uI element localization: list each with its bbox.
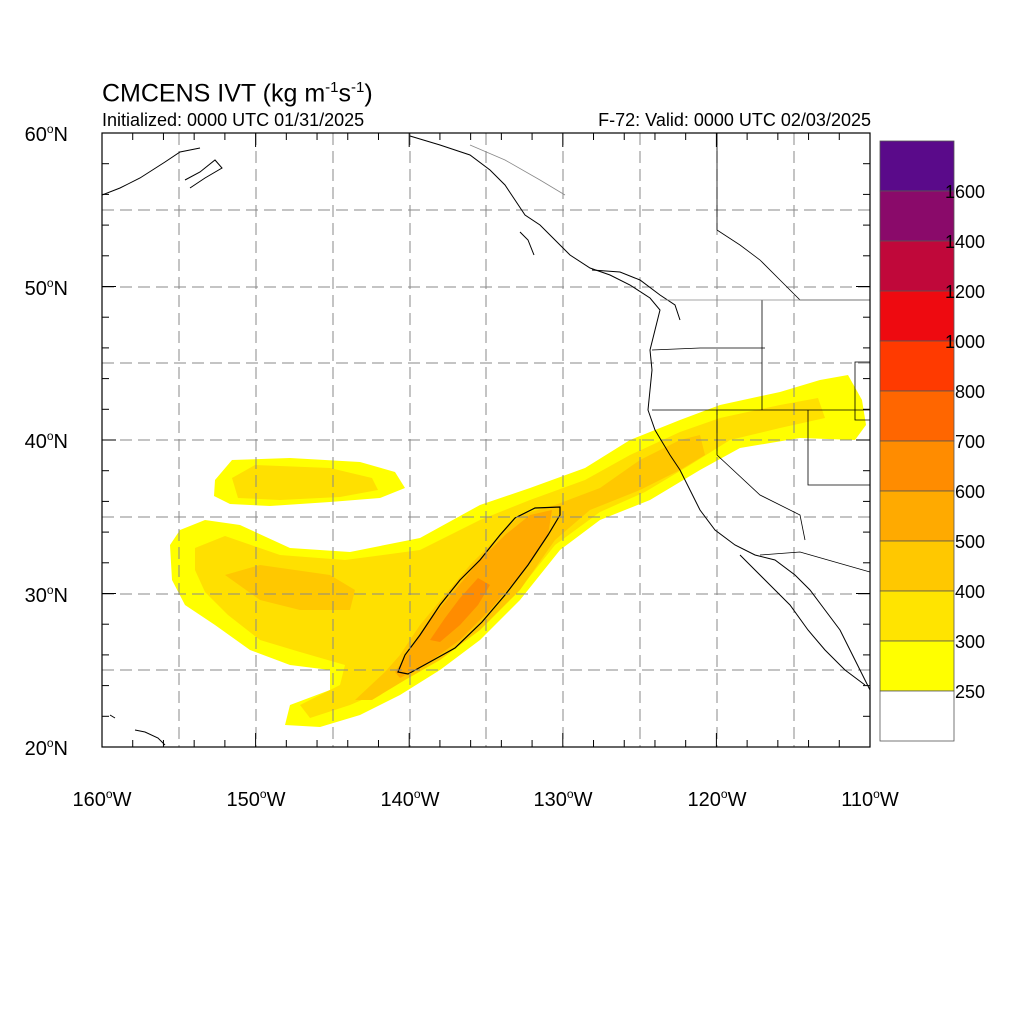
colorbar-swatch	[879, 190, 955, 242]
ivt-600-region	[430, 578, 490, 642]
lat-label-20n: 20oN	[25, 736, 68, 760]
ivt-contour-500	[397, 506, 561, 675]
lon-label-110w: 110oW	[841, 787, 899, 811]
colorbar-swatch	[879, 140, 955, 192]
colorbar-swatch	[879, 690, 955, 742]
colorbar-label: 500	[955, 532, 985, 552]
lat-label-60n: 60oN	[25, 122, 68, 146]
lat-label-50n: 50oN	[25, 276, 68, 300]
colorbar-label: 250	[955, 682, 985, 702]
colorbar-swatch	[879, 440, 955, 492]
colorbar-label: 1400	[945, 232, 985, 252]
lon-label-160w: 160oW	[73, 787, 132, 811]
axis-ticks	[101, 132, 871, 748]
colorbar-label: 700	[955, 432, 985, 452]
colorbar-label: 1200	[945, 282, 985, 302]
colorbar-swatch	[879, 390, 955, 442]
colorbar: 1600 1400 1200 1000 800 700 600 500 400 300 250	[879, 140, 985, 742]
coastlines	[102, 135, 870, 746]
colorbar-swatch	[879, 490, 955, 542]
ivt-400-region	[225, 565, 355, 610]
lon-label-140w: 140oW	[381, 787, 440, 811]
lat-labels: 60oN 50oN 40oN 30oN 20oN	[25, 122, 68, 760]
colorbar-swatch	[879, 290, 955, 342]
grid-lines	[102, 133, 870, 747]
lon-labels: 160oW 150oW 140oW 130oW 120oW 110oW	[73, 787, 899, 811]
lon-label-130w: 130oW	[534, 787, 593, 811]
colorbar-label: 400	[955, 582, 985, 602]
lat-label-40n: 40oN	[25, 429, 68, 453]
colorbar-label: 1600	[945, 182, 985, 202]
colorbar-swatch	[879, 590, 955, 642]
lon-label-150w: 150oW	[227, 787, 286, 811]
map-title: CMCENS IVT (kg m-1s-1)	[102, 79, 373, 108]
country-borders	[469, 144, 870, 301]
colorbar-swatch	[879, 540, 955, 592]
colorbar-label: 600	[955, 482, 985, 502]
ivt-shading	[170, 375, 866, 727]
state-borders	[651, 133, 870, 573]
colorbar-swatch	[879, 640, 955, 692]
colorbar-swatch	[879, 240, 955, 292]
valid-time: F-72: Valid: 0000 UTC 02/03/2025	[598, 110, 871, 130]
colorbar-swatch	[879, 340, 955, 392]
colorbar-label: 1000	[945, 332, 985, 352]
lat-label-30n: 30oN	[25, 583, 68, 607]
ivt-300-region-north	[232, 465, 378, 500]
lon-label-120w: 120oW	[688, 787, 747, 811]
initialized-time: Initialized: 0000 UTC 01/31/2025	[102, 110, 365, 130]
colorbar-label: 300	[955, 632, 985, 652]
colorbar-label: 800	[955, 382, 985, 402]
